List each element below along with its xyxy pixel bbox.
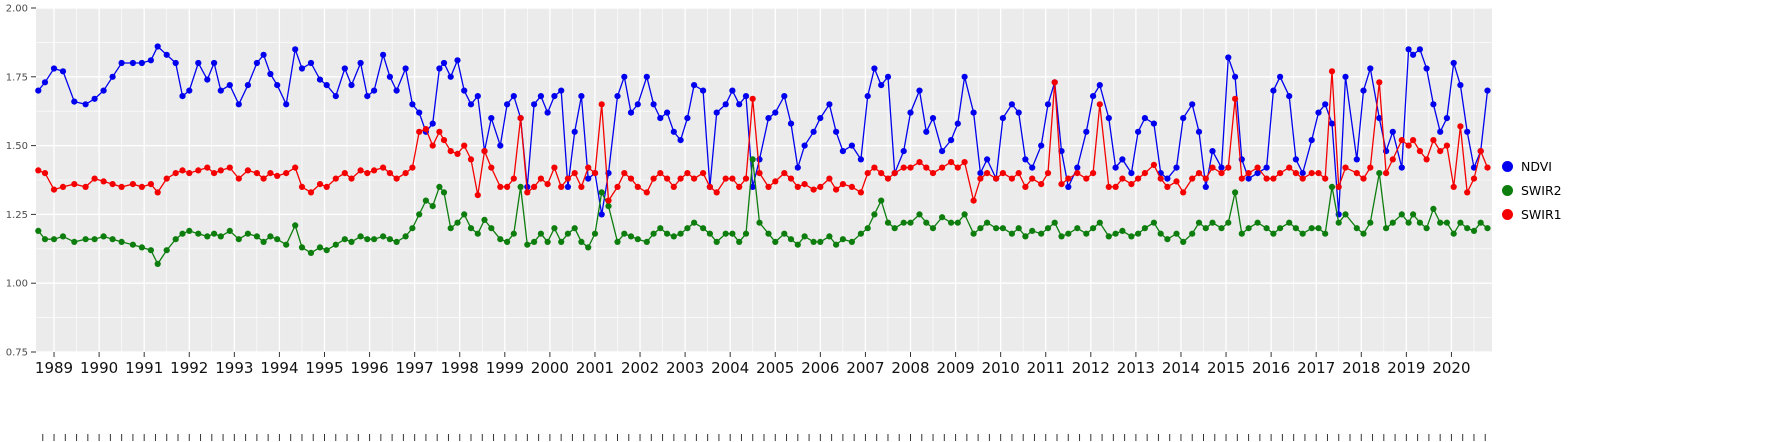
svg-text:1.00: 1.00	[6, 279, 28, 290]
svg-text:2006: 2006	[801, 359, 839, 377]
svg-text:2018: 2018	[1342, 359, 1380, 377]
svg-text:2014: 2014	[1162, 359, 1200, 377]
svg-text:2000: 2000	[531, 359, 569, 377]
svg-text:2011: 2011	[1027, 359, 1065, 377]
legend-label-ndvi: NDVI	[1521, 159, 1552, 174]
svg-text:1.75: 1.75	[6, 72, 28, 83]
svg-text:1.25: 1.25	[6, 210, 28, 221]
svg-text:1992: 1992	[170, 359, 208, 377]
svg-text:1995: 1995	[305, 359, 343, 377]
legend-item-swir2: SWIR2	[1502, 182, 1562, 199]
svg-text:2004: 2004	[711, 359, 749, 377]
svg-text:1997: 1997	[396, 359, 434, 377]
svg-text:1.50: 1.50	[6, 141, 28, 152]
svg-text:2012: 2012	[1072, 359, 1110, 377]
legend-item-ndvi: NDVI	[1502, 158, 1562, 175]
svg-text:2019: 2019	[1387, 359, 1425, 377]
chart-legend: NDVI SWIR2 SWIR1	[1502, 158, 1562, 223]
svg-text:1999: 1999	[486, 359, 524, 377]
svg-text:2005: 2005	[756, 359, 794, 377]
svg-text:2015: 2015	[1207, 359, 1245, 377]
svg-text:1991: 1991	[125, 359, 163, 377]
legend-dot-swir2-icon	[1502, 185, 1513, 196]
svg-text:2008: 2008	[891, 359, 929, 377]
svg-text:2002: 2002	[621, 359, 659, 377]
svg-text:2013: 2013	[1117, 359, 1155, 377]
svg-text:2003: 2003	[666, 359, 704, 377]
svg-text:2020: 2020	[1432, 359, 1470, 377]
svg-text:0.75: 0.75	[6, 348, 28, 359]
svg-text:2001: 2001	[576, 359, 614, 377]
legend-dot-ndvi-icon	[1502, 161, 1513, 172]
svg-text:2.00: 2.00	[6, 4, 28, 15]
svg-text:1996: 1996	[350, 359, 388, 377]
svg-text:1993: 1993	[215, 359, 253, 377]
legend-label-swir1: SWIR1	[1521, 207, 1562, 222]
svg-text:2016: 2016	[1252, 359, 1290, 377]
legend-dot-swir1-icon	[1502, 209, 1513, 220]
svg-text:1998: 1998	[441, 359, 479, 377]
svg-text:1990: 1990	[80, 359, 118, 377]
legend-item-swir1: SWIR1	[1502, 206, 1562, 223]
legend-label-swir2: SWIR2	[1521, 183, 1562, 198]
svg-text:2007: 2007	[846, 359, 884, 377]
svg-text:1994: 1994	[260, 359, 298, 377]
svg-text:2010: 2010	[982, 359, 1020, 377]
svg-text:1989: 1989	[35, 359, 73, 377]
svg-text:2009: 2009	[936, 359, 974, 377]
svg-text:2017: 2017	[1297, 359, 1335, 377]
